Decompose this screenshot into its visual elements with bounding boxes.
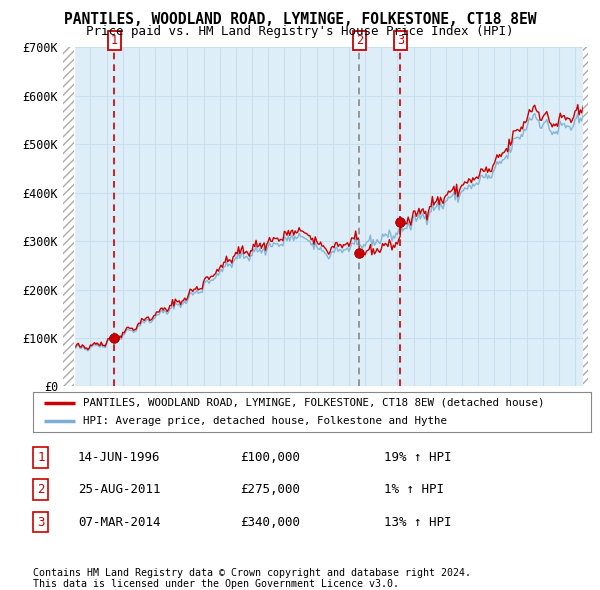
- Text: £100,000: £100,000: [240, 451, 300, 464]
- Text: 13% ↑ HPI: 13% ↑ HPI: [384, 516, 452, 529]
- Text: £340,000: £340,000: [240, 516, 300, 529]
- Text: This data is licensed under the Open Government Licence v3.0.: This data is licensed under the Open Gov…: [33, 579, 399, 589]
- Text: 1: 1: [110, 34, 118, 47]
- Text: 3: 3: [397, 34, 404, 47]
- Text: Contains HM Land Registry data © Crown copyright and database right 2024.: Contains HM Land Registry data © Crown c…: [33, 568, 471, 578]
- Text: 2: 2: [37, 483, 44, 496]
- Text: 1: 1: [37, 451, 44, 464]
- Text: PANTILES, WOODLAND ROAD, LYMINGE, FOLKESTONE, CT18 8EW: PANTILES, WOODLAND ROAD, LYMINGE, FOLKES…: [64, 12, 536, 27]
- Bar: [583, 47, 588, 386]
- Text: 19% ↑ HPI: 19% ↑ HPI: [384, 451, 452, 464]
- Text: 2: 2: [356, 34, 363, 47]
- Text: 25-AUG-2011: 25-AUG-2011: [78, 483, 161, 496]
- Text: 3: 3: [37, 516, 44, 529]
- Text: HPI: Average price, detached house, Folkestone and Hythe: HPI: Average price, detached house, Folk…: [83, 416, 447, 426]
- Bar: [63, 47, 74, 386]
- Text: £275,000: £275,000: [240, 483, 300, 496]
- Bar: [63, 47, 74, 386]
- Text: 1% ↑ HPI: 1% ↑ HPI: [384, 483, 444, 496]
- Text: PANTILES, WOODLAND ROAD, LYMINGE, FOLKESTONE, CT18 8EW (detached house): PANTILES, WOODLAND ROAD, LYMINGE, FOLKES…: [83, 398, 545, 408]
- Text: 14-JUN-1996: 14-JUN-1996: [78, 451, 161, 464]
- Text: 07-MAR-2014: 07-MAR-2014: [78, 516, 161, 529]
- Bar: [583, 47, 588, 386]
- Text: Price paid vs. HM Land Registry's House Price Index (HPI): Price paid vs. HM Land Registry's House …: [86, 25, 514, 38]
